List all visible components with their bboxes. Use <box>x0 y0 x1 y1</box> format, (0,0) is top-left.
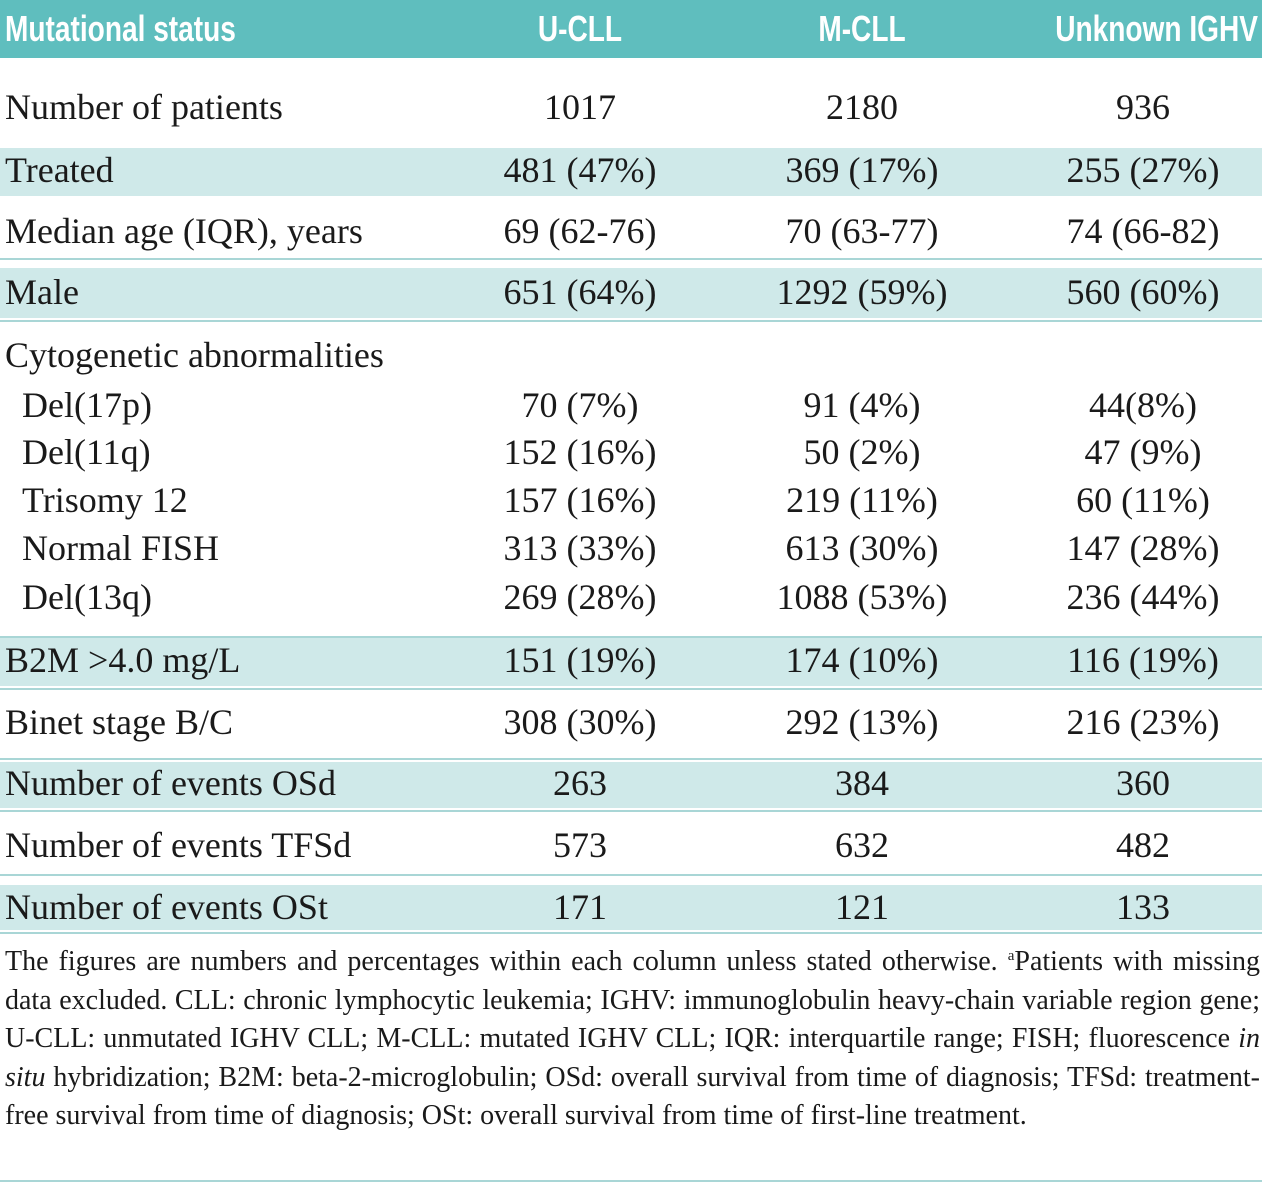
cell-value: 47 (9%) <box>1084 432 1202 472</box>
table-rule <box>0 932 1262 934</box>
cell-value: 69 (62-76) <box>503 211 657 251</box>
row-label: Trisomy 12 <box>22 480 188 520</box>
header-cell: U-CLL <box>450 0 710 58</box>
cell-value: 1017 <box>544 87 616 127</box>
bottom-rule <box>0 1180 1262 1182</box>
row-label: Median age (IQR), years <box>5 211 363 251</box>
row-label: Number of events OSt <box>5 887 328 927</box>
cell-value: 1292 (59%) <box>776 272 948 312</box>
row-label: Del(11q) <box>22 432 151 472</box>
cell-value: 74 (66-82) <box>1066 211 1220 251</box>
cell-value: 481 (47%) <box>503 150 657 190</box>
footnote: The figures are numbers and percentages … <box>5 943 1260 1136</box>
row-rule <box>0 810 1262 812</box>
cell-value: 133 <box>1116 887 1170 927</box>
cell-value: 236 (44%) <box>1066 577 1220 617</box>
row-shade <box>0 268 1262 318</box>
footnote-text: hybridization; B2M: beta-2-microglobulin… <box>5 1061 1260 1132</box>
row-label: Treated <box>5 150 114 190</box>
cell-value: 269 (28%) <box>503 577 657 617</box>
row-rule <box>0 688 1262 690</box>
cell-value: 174 (10%) <box>785 640 939 680</box>
row-label: Number of patients <box>5 87 283 127</box>
header-cell: Unknown IGHV <box>990 0 1258 58</box>
cell-value: 152 (16%) <box>503 432 657 472</box>
cell-value: 60 (11%) <box>1076 480 1210 520</box>
cell-value: 292 (13%) <box>785 702 939 742</box>
row-rule <box>0 758 1262 760</box>
row-shade <box>0 762 1262 808</box>
footnote-text: Patients with missing data excluded. CLL… <box>5 946 1261 1055</box>
row-label: Cytogenetic abnormalities <box>5 335 384 375</box>
row-label: Normal FISH <box>22 528 219 568</box>
footnote-italic: in situ <box>5 1023 1260 1093</box>
cell-value: 147 (28%) <box>1066 528 1220 568</box>
row-rule <box>0 320 1262 322</box>
row-rule <box>0 874 1262 876</box>
cell-value: 70 (63-77) <box>785 211 939 251</box>
cell-value: 384 <box>835 763 889 803</box>
header-text: Unknown IGHV <box>1055 8 1258 49</box>
cell-value: 151 (19%) <box>503 640 657 680</box>
header-row <box>0 0 1262 58</box>
cell-value: 121 <box>835 887 889 927</box>
cell-value: 44(8%) <box>1089 385 1197 425</box>
cell-value: 308 (30%) <box>503 702 657 742</box>
cell-value: 70 (7%) <box>521 385 639 425</box>
cell-value: 936 <box>1116 87 1170 127</box>
table: Mutational status U-CLL M-CLL Unknown IGHV N… <box>0 0 1262 930</box>
row-label: Male <box>5 272 79 312</box>
cell-value: 560 (60%) <box>1066 272 1220 312</box>
header-text: M-CLL <box>818 8 906 49</box>
footnote-mark: a <box>1007 948 1015 964</box>
row-label: Number of events OSd <box>5 763 336 803</box>
cell-value: 482 <box>1116 825 1170 865</box>
cell-value: 369 (17%) <box>785 150 939 190</box>
cell-value: 632 <box>835 825 889 865</box>
row-label: Number of events TFSd <box>5 825 352 865</box>
row-shade <box>0 638 1262 686</box>
cell-value: 171 <box>553 887 607 927</box>
cell-value: 2180 <box>826 87 898 127</box>
row-rule <box>0 258 1262 260</box>
cell-value: 50 (2%) <box>803 432 921 472</box>
row-shade <box>0 885 1262 930</box>
cell-value: 360 <box>1116 763 1170 803</box>
cell-value: 313 (33%) <box>503 528 657 568</box>
row-label: B2M >4.0 mg/L <box>5 640 241 680</box>
cell-value: 216 (23%) <box>1066 702 1220 742</box>
header-cell: Mutational status <box>5 0 405 58</box>
cell-value: 1088 (53%) <box>776 577 948 617</box>
header-text: U-CLL <box>537 8 623 49</box>
header-cell: M-CLL <box>732 0 992 58</box>
cell-value: 255 (27%) <box>1066 150 1220 190</box>
cell-value: 573 <box>553 825 607 865</box>
row-shade <box>0 148 1262 196</box>
row-label: Del(17p) <box>22 385 152 425</box>
cell-value: 157 (16%) <box>503 480 657 520</box>
header-text: Mutational status <box>5 8 236 49</box>
row-label: Del(13q) <box>22 577 152 617</box>
cell-value: 651 (64%) <box>503 272 657 312</box>
row-rule <box>0 636 1262 638</box>
cell-value: 91 (4%) <box>803 385 921 425</box>
cell-value: 263 <box>553 763 607 803</box>
row-label: Binet stage B/C <box>5 702 233 742</box>
footnote-text: The figures are numbers and percentages … <box>5 946 1008 977</box>
cell-value: 219 (11%) <box>786 480 938 520</box>
cell-value: 613 (30%) <box>785 528 939 568</box>
cell-value: 116 (19%) <box>1067 640 1219 680</box>
